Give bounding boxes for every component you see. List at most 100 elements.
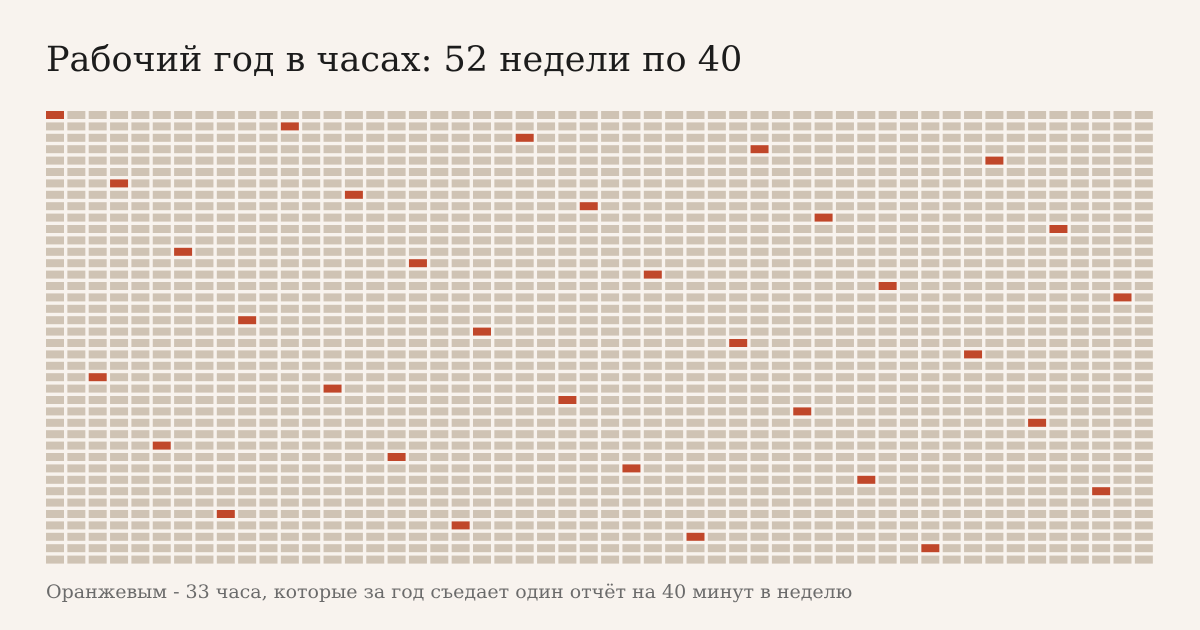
hour-cell — [216, 236, 235, 245]
hour-cell — [152, 270, 171, 279]
hour-cell — [1006, 441, 1025, 450]
hour-cell — [1049, 384, 1068, 393]
hour-cell — [1006, 259, 1025, 268]
hour-cell — [793, 521, 812, 530]
hour-cell — [1092, 236, 1111, 245]
hour-cell — [473, 293, 491, 302]
hour-cell — [1049, 498, 1068, 507]
hour-cell — [238, 384, 257, 393]
hour-cell — [110, 555, 129, 564]
hour-cell — [793, 453, 812, 461]
hour-cell — [88, 145, 107, 154]
hour-cell — [494, 361, 513, 370]
hour-cell — [750, 396, 769, 404]
hour-cell — [387, 532, 406, 541]
hour-cell — [280, 111, 299, 119]
hour-cell — [515, 510, 534, 518]
hour-cell — [67, 236, 86, 245]
hour-cell — [665, 122, 684, 131]
hour-cell — [1092, 133, 1111, 142]
hour-cell — [451, 441, 470, 450]
hour-cell — [579, 145, 598, 154]
hour-cell — [857, 293, 876, 302]
hour-cell — [366, 202, 385, 211]
hour-cell — [216, 293, 235, 302]
hour-cell — [1113, 259, 1132, 268]
hour-cell — [238, 133, 257, 142]
hour-cell — [302, 544, 321, 553]
hour-cell — [537, 441, 556, 450]
hour-cell — [1113, 156, 1132, 165]
hour-cell — [1070, 259, 1089, 268]
hour-cell — [857, 487, 876, 496]
hour-cell — [473, 190, 491, 199]
hour-cell — [921, 510, 940, 518]
hour-cell — [67, 464, 86, 473]
hour-cell — [707, 453, 726, 461]
hour-cell — [1049, 316, 1068, 325]
hour-cell — [1092, 225, 1111, 233]
hour-cell — [835, 555, 854, 564]
hour-cell — [259, 156, 278, 165]
hour-cell — [259, 122, 278, 131]
hour-cell — [1134, 510, 1153, 518]
hour-cell — [771, 282, 790, 290]
hour-cell — [238, 111, 257, 119]
hour-cell — [1028, 441, 1047, 450]
hour-cell — [601, 213, 620, 222]
hour-cell — [1113, 225, 1132, 233]
hour-cell — [942, 453, 961, 461]
hour-cell — [408, 179, 427, 188]
hour-cell — [857, 498, 876, 507]
hour-cell — [216, 339, 235, 347]
hour-cell — [643, 190, 662, 199]
hour-cell — [88, 259, 107, 268]
hour-cell — [579, 361, 598, 370]
hour-cell — [195, 384, 214, 393]
hour-cell — [643, 213, 662, 222]
hour-cell — [558, 407, 577, 416]
hour-cell — [67, 259, 86, 268]
hour-cell — [1092, 202, 1111, 211]
hour-cell — [1028, 190, 1047, 199]
hour-cell — [579, 259, 598, 268]
hour-cell — [537, 168, 556, 176]
hour-cell — [67, 282, 86, 290]
hour-cell — [707, 236, 726, 245]
hour-cell — [665, 282, 684, 290]
hour-cell — [622, 270, 641, 279]
hour-cell — [622, 441, 641, 450]
hour-cell — [195, 247, 214, 256]
hour-cell — [729, 544, 748, 553]
hour-cell — [878, 475, 897, 484]
hour-cell — [771, 487, 790, 496]
hour-cell — [473, 247, 491, 256]
hour-cell — [515, 361, 534, 370]
hour-cell — [344, 327, 363, 336]
highlighted-hour-cell — [110, 179, 129, 188]
hour-cell — [686, 384, 705, 393]
hour-cell — [707, 145, 726, 154]
hour-cell — [259, 510, 278, 518]
hour-cell — [665, 270, 684, 279]
hour-cell — [451, 293, 470, 302]
highlighted-hour-cell — [280, 122, 299, 131]
hour-cell — [1092, 111, 1111, 119]
hour-cell — [88, 475, 107, 484]
hour-cell — [814, 156, 833, 165]
hour-cell — [622, 122, 641, 131]
hour-cell — [793, 510, 812, 518]
hour-cell — [601, 156, 620, 165]
hour-cell — [579, 236, 598, 245]
hour-cell — [152, 361, 171, 370]
hour-cell — [216, 430, 235, 439]
hour-cell — [878, 111, 897, 119]
hour-cell — [729, 418, 748, 427]
highlighted-hour-cell — [473, 327, 491, 336]
hour-cell — [622, 532, 641, 541]
hour-cell — [665, 555, 684, 564]
hour-cell — [430, 475, 449, 484]
hour-cell — [46, 236, 64, 245]
hour-cell — [835, 339, 854, 347]
hour-cell — [174, 225, 193, 233]
